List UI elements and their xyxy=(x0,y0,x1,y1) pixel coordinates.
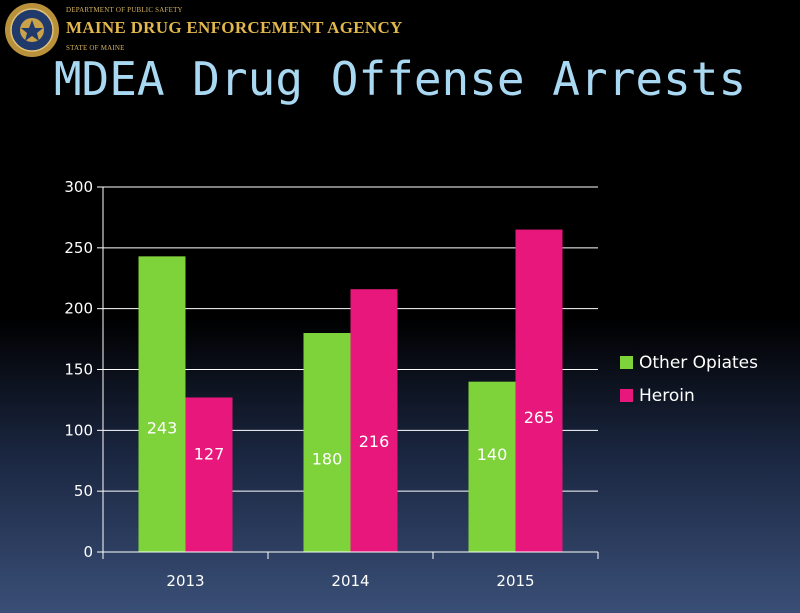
y-tick-label: 300 xyxy=(64,178,93,196)
bar-heroin-2013 xyxy=(185,397,233,552)
state-seal-icon xyxy=(5,3,59,57)
data-label: 127 xyxy=(194,444,225,463)
bar-other-opiates-2013 xyxy=(138,256,186,552)
page-title: MDEA Drug Offense Arrests xyxy=(53,52,747,106)
data-label: 265 xyxy=(524,408,555,427)
legend-swatch-0 xyxy=(620,356,633,369)
y-tick-label: 150 xyxy=(64,361,93,379)
legend-entry: Other Opiates xyxy=(639,353,758,373)
y-tick-label: 100 xyxy=(64,421,93,439)
y-tick-label: 200 xyxy=(64,300,93,318)
bar-heroin-2015 xyxy=(515,229,563,553)
y-tick-label: 50 xyxy=(74,482,93,500)
bar-other-opiates-2014 xyxy=(303,333,351,552)
x-tick-label: 2015 xyxy=(496,572,534,590)
x-tick-label: 2014 xyxy=(331,572,369,590)
department-label: DEPARTMENT OF PUBLIC SAFETY xyxy=(66,6,183,14)
bar-other-opiates-2015 xyxy=(468,381,516,552)
data-label: 243 xyxy=(147,419,178,438)
data-label: 140 xyxy=(477,445,508,464)
agency-name: MAINE DRUG ENFORCEMENT AGENCY xyxy=(66,18,403,37)
data-label: 180 xyxy=(312,449,343,468)
data-label: 216 xyxy=(359,432,390,451)
legend-swatch-1 xyxy=(620,389,633,402)
state-label: STATE OF MAINE xyxy=(66,44,125,52)
y-tick-label: 0 xyxy=(83,543,93,561)
x-tick-label: 2013 xyxy=(166,572,204,590)
bar-heroin-2014 xyxy=(350,289,398,552)
legend-entry: Heroin xyxy=(639,386,695,406)
y-tick-label: 250 xyxy=(64,239,93,257)
